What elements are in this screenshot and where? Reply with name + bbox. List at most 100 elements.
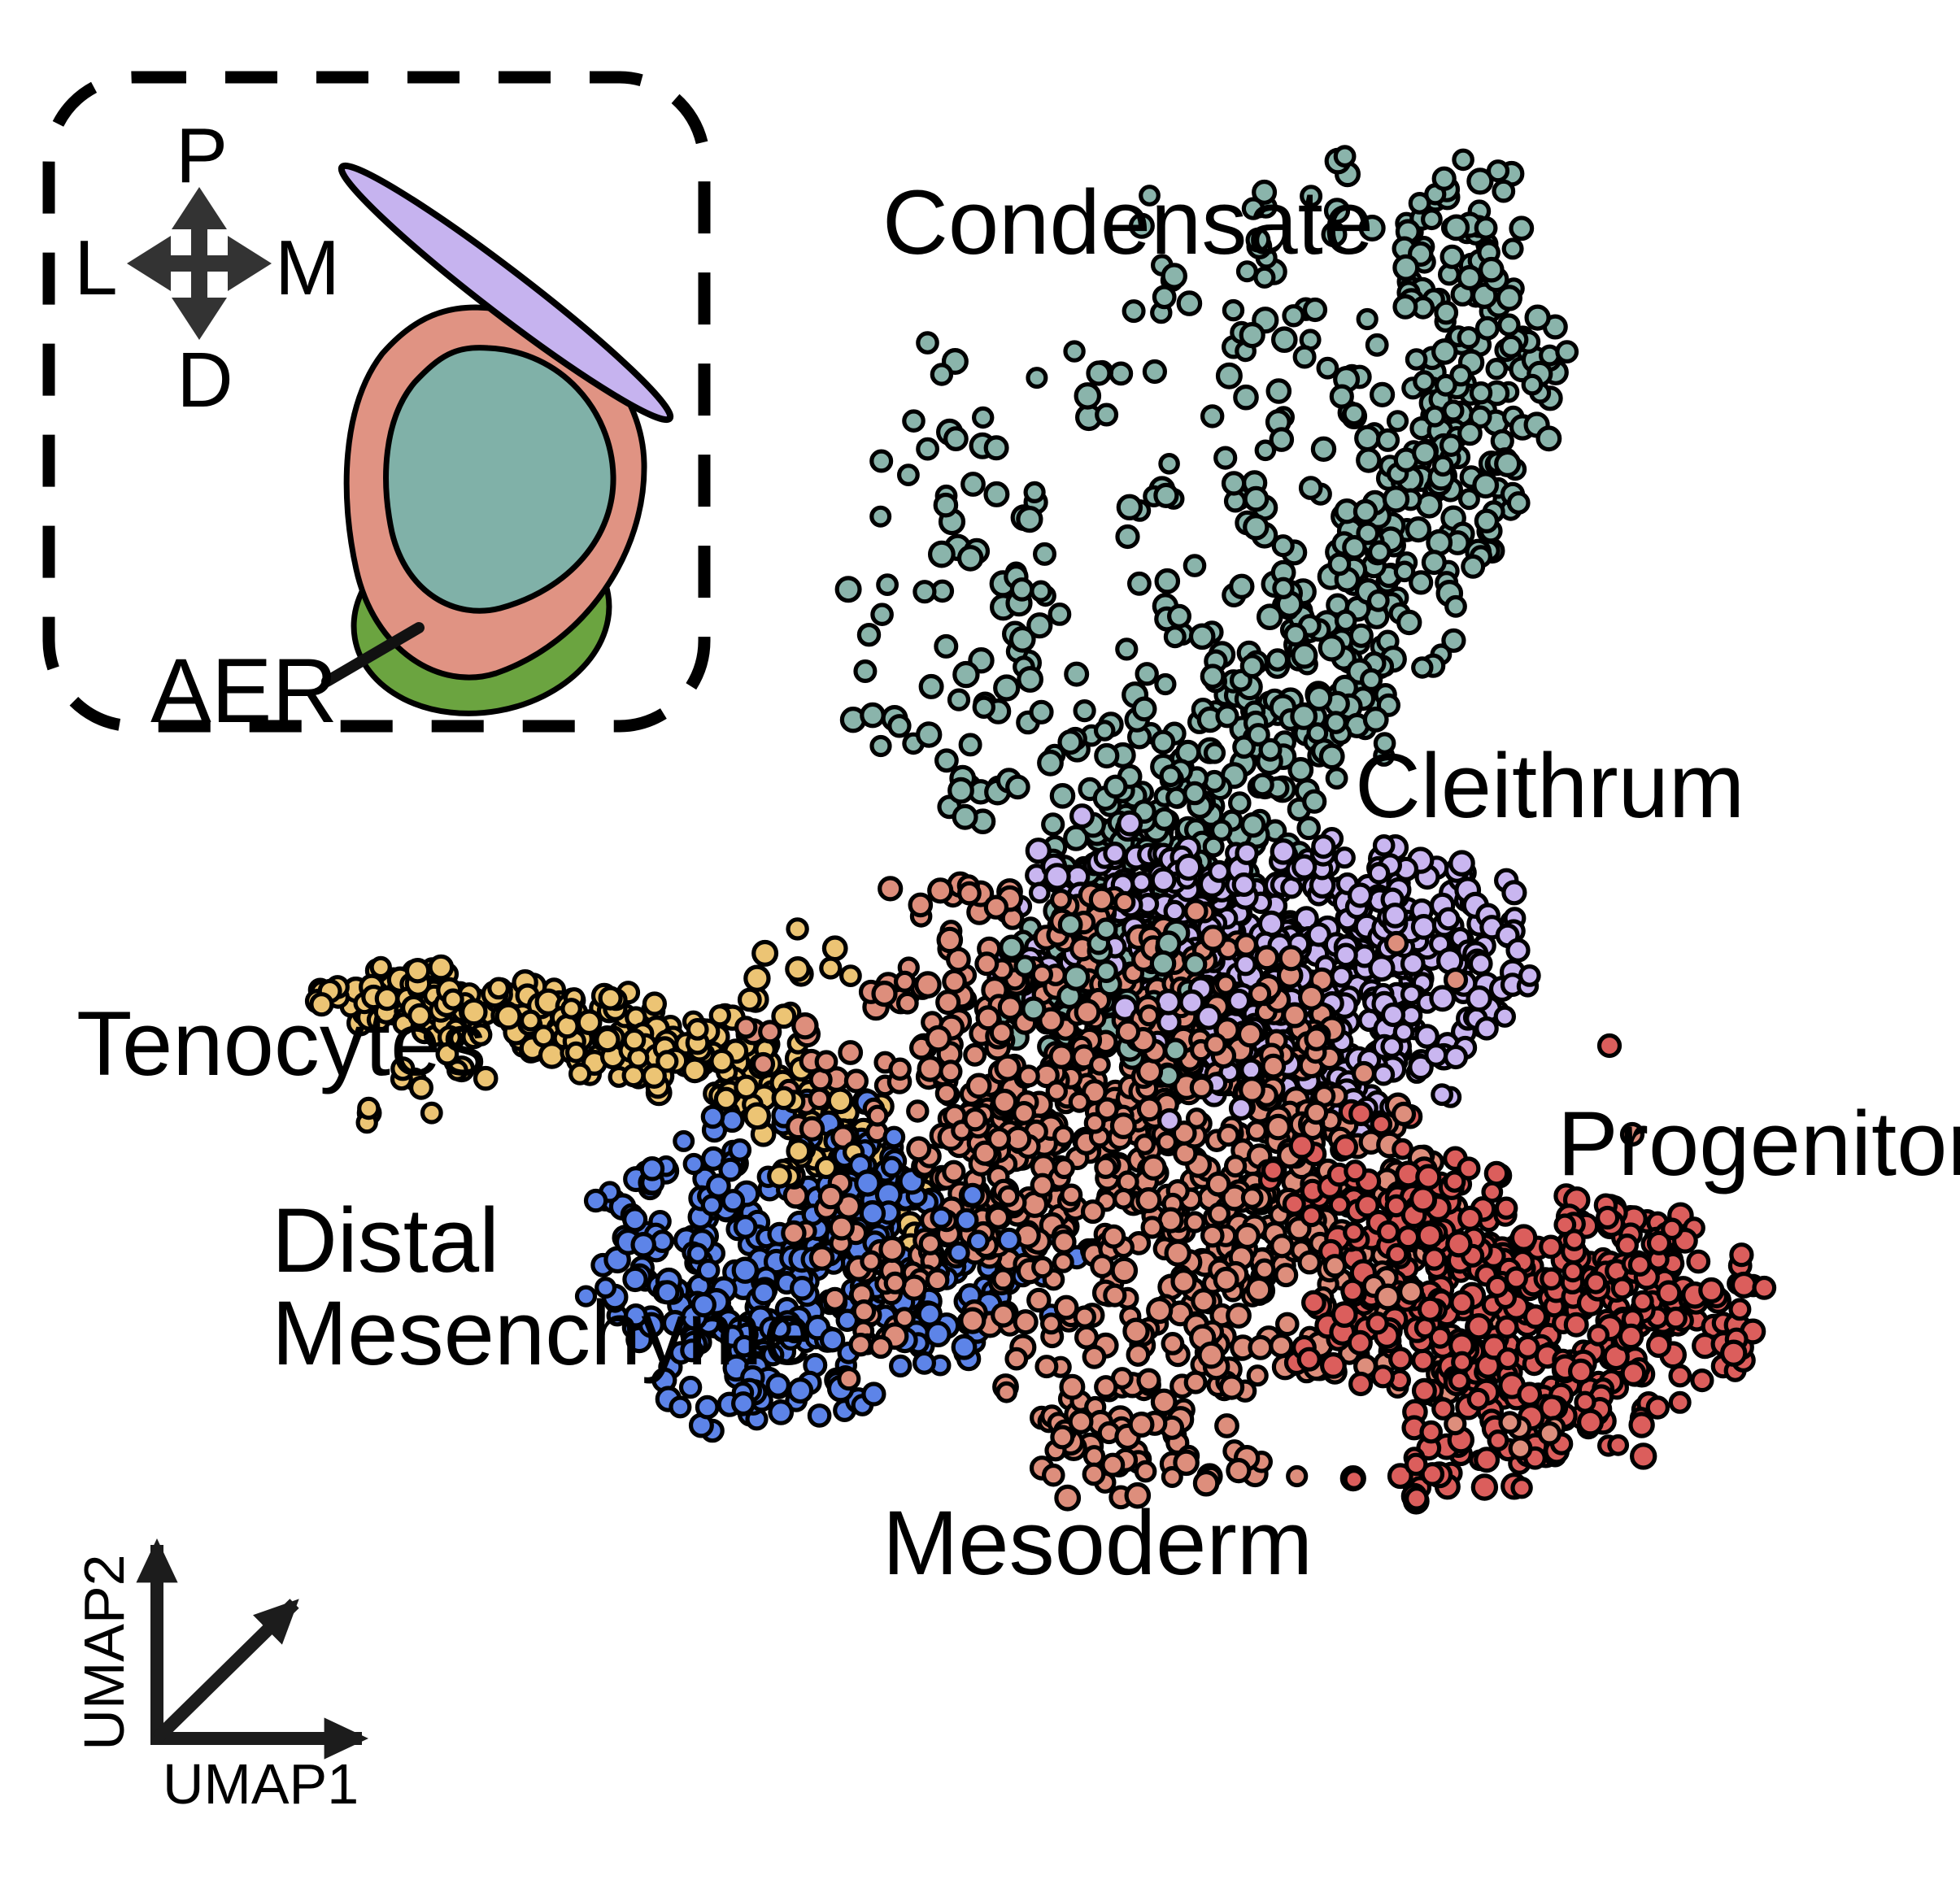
scatter-dot [686,1242,709,1264]
scatter-dot [1136,1058,1164,1086]
scatter-dot [1115,524,1140,550]
scatter-dot [630,1232,656,1258]
scatter-dot [1176,290,1203,316]
scatter-dot [1023,481,1046,504]
scatter-dot [1347,1329,1373,1356]
scatter-dot [1333,942,1358,968]
scatter-dot [1093,720,1116,742]
scatter-dot [1656,1280,1682,1306]
scatter-dot [1271,534,1295,558]
scatter-dot [404,957,431,984]
scatter-dot [935,989,961,1016]
scatter-dot [925,1268,950,1293]
scatter-dot [1474,315,1500,341]
scatter-dot [1645,1332,1672,1359]
scatter-dot [808,1087,831,1111]
scatter-dot [1386,410,1409,433]
scatter-dot [719,1107,745,1133]
scatter-dot [1045,1080,1069,1103]
scatter-dot [1013,1309,1039,1335]
scatter-dot [1497,313,1521,337]
scatter-dot [1466,1312,1492,1340]
scatter-dot [1419,1420,1443,1444]
scatter-dot [1420,208,1443,231]
scatter-dot [838,1040,864,1065]
cluster-label-distal-mesenchyme: Distal [272,1190,499,1291]
scatter-dot [895,991,919,1015]
scatter-dot [460,998,488,1026]
scatter-dot [1411,1377,1437,1403]
scatter-dot [1100,1452,1126,1477]
scatter-dot [1728,1298,1752,1321]
scatter-dot [1094,917,1118,942]
scatter-dot [1468,951,1493,976]
scatter-dot [1288,1133,1315,1160]
scatter-dot [1319,1351,1347,1379]
scatter-dot [1094,1155,1117,1180]
scatter-dot [1229,573,1255,600]
scatter-dot [1410,913,1437,940]
scatter-dot [1265,648,1290,672]
scatter-dot [1668,1390,1692,1414]
scatter-dot [1474,1447,1500,1473]
scatter-dot [1090,1254,1115,1279]
scatter-dot [728,1138,752,1162]
scatter-dot [1521,373,1544,396]
scatter-dot [1136,1368,1161,1393]
scatter-dot [1429,985,1457,1012]
scatter-dot [972,695,996,720]
scatter-dot [390,1056,416,1081]
scatter-dot [1069,803,1095,829]
scatter-dot [357,1096,381,1120]
scatter-dot [1457,1156,1481,1181]
scatter-dot [869,449,894,473]
compass-label-posterior: P [176,112,228,199]
scatter-dot [1200,664,1226,690]
scatter-dot [1322,1254,1348,1278]
scatter-dot [560,998,582,1020]
scatter-dot [848,1332,873,1357]
scatter-dot [1331,1301,1358,1328]
scatter-dot [1183,898,1209,924]
scatter-dot [1302,297,1328,323]
scatter-dot [564,1041,587,1064]
scatter-dot [1441,628,1466,653]
scatter-dot [1505,938,1531,963]
scatter-dot [696,1258,721,1282]
scatter-dot [1140,1154,1167,1181]
scatter-dot [1082,1462,1106,1486]
scatter-dot [1451,1351,1474,1373]
scatter-dot [1204,1033,1227,1056]
scatter-dot [1140,1216,1164,1239]
scatter-dot [1112,1187,1135,1210]
scatter-dot [1021,996,1047,1022]
scatter-dot [882,1125,906,1149]
scatter-dot [934,633,959,659]
scatter-dot [1300,1290,1326,1316]
scatter-dot [1243,514,1270,541]
scatter-dot [1661,1217,1683,1241]
scatter-dot [1343,1220,1365,1243]
scatter-dot [1466,1387,1490,1411]
scatter-dot [519,1009,542,1032]
scatter-dot [1664,1306,1688,1330]
scatter-dot [1631,1290,1654,1313]
scatter-dot [1228,791,1252,815]
scatter-dot [1424,1042,1448,1067]
scatter-dot [876,573,899,596]
scatter-dot [733,1214,758,1239]
umap1-axis-label: UMAP1 [163,1752,359,1816]
scatter-dot [1031,1255,1054,1279]
scatter-dot [1200,404,1225,429]
scatter-dot [1063,340,1086,363]
scatter-dot [947,1241,970,1264]
scatter-dot [1499,334,1523,359]
scatter-dot [1356,447,1382,473]
scatter-dot [1698,1277,1725,1304]
scatter-dot [1017,666,1043,693]
scatter-dot [958,733,982,757]
scatter-dot [1052,1229,1077,1255]
scatter-dot [1291,642,1318,669]
scatter-dot [1213,446,1238,470]
scatter-dot [1358,215,1386,242]
